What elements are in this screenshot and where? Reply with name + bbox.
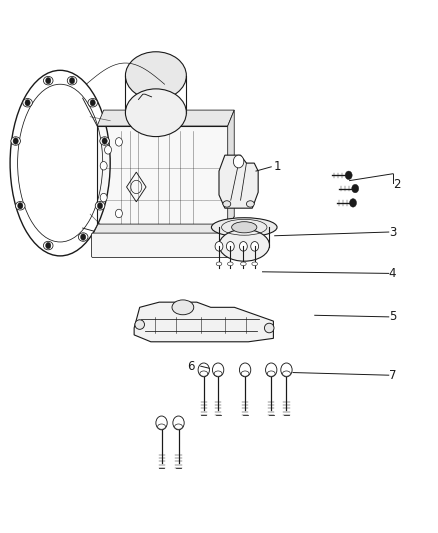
Ellipse shape xyxy=(11,137,21,146)
Polygon shape xyxy=(97,216,234,232)
Circle shape xyxy=(13,138,18,144)
Ellipse shape xyxy=(135,320,145,329)
Text: 6: 6 xyxy=(187,360,195,373)
Circle shape xyxy=(90,100,95,106)
Ellipse shape xyxy=(265,323,274,333)
Circle shape xyxy=(116,138,122,146)
Ellipse shape xyxy=(125,89,186,136)
Polygon shape xyxy=(97,126,228,232)
Ellipse shape xyxy=(216,262,222,266)
Text: 7: 7 xyxy=(389,369,396,382)
Ellipse shape xyxy=(172,300,194,315)
Circle shape xyxy=(116,209,122,217)
Ellipse shape xyxy=(240,262,246,266)
Ellipse shape xyxy=(67,76,77,85)
Text: 4: 4 xyxy=(389,267,396,280)
Ellipse shape xyxy=(15,201,25,210)
Text: 5: 5 xyxy=(389,310,396,324)
FancyBboxPatch shape xyxy=(92,233,229,257)
Ellipse shape xyxy=(267,371,275,376)
Circle shape xyxy=(105,146,112,154)
Ellipse shape xyxy=(125,52,186,100)
Polygon shape xyxy=(228,110,234,232)
Ellipse shape xyxy=(227,262,233,266)
Ellipse shape xyxy=(232,222,257,233)
Circle shape xyxy=(25,100,30,106)
Circle shape xyxy=(198,363,209,377)
Circle shape xyxy=(156,416,167,430)
Circle shape xyxy=(281,363,292,377)
Circle shape xyxy=(345,171,352,180)
Text: 2: 2 xyxy=(393,178,401,191)
Polygon shape xyxy=(93,224,233,235)
Text: 1: 1 xyxy=(273,160,281,173)
Polygon shape xyxy=(219,155,258,208)
Text: 3: 3 xyxy=(389,225,396,239)
Circle shape xyxy=(81,234,86,240)
Ellipse shape xyxy=(214,371,222,376)
Ellipse shape xyxy=(219,229,269,261)
Ellipse shape xyxy=(200,371,208,376)
Ellipse shape xyxy=(223,201,231,207)
Ellipse shape xyxy=(212,217,277,237)
Ellipse shape xyxy=(175,424,183,429)
Ellipse shape xyxy=(78,233,88,241)
Circle shape xyxy=(265,363,277,377)
Ellipse shape xyxy=(23,99,32,107)
Circle shape xyxy=(226,241,234,251)
Polygon shape xyxy=(97,110,234,126)
Circle shape xyxy=(212,363,224,377)
Circle shape xyxy=(18,203,23,209)
Ellipse shape xyxy=(88,99,98,107)
Ellipse shape xyxy=(43,76,53,85)
Circle shape xyxy=(173,416,184,430)
Ellipse shape xyxy=(43,241,53,250)
Circle shape xyxy=(102,138,107,144)
Circle shape xyxy=(100,193,107,202)
Ellipse shape xyxy=(241,371,249,376)
Circle shape xyxy=(215,241,223,251)
Circle shape xyxy=(233,155,244,168)
Circle shape xyxy=(240,363,251,377)
Circle shape xyxy=(352,184,359,193)
Ellipse shape xyxy=(252,262,258,266)
Ellipse shape xyxy=(247,201,254,207)
Circle shape xyxy=(251,241,258,251)
Circle shape xyxy=(350,199,357,207)
Ellipse shape xyxy=(100,137,110,146)
Circle shape xyxy=(70,77,74,84)
Polygon shape xyxy=(134,302,273,342)
Circle shape xyxy=(100,161,107,170)
Circle shape xyxy=(240,241,247,251)
Ellipse shape xyxy=(158,424,166,429)
Circle shape xyxy=(46,243,51,249)
Ellipse shape xyxy=(95,201,105,210)
Ellipse shape xyxy=(283,371,290,376)
Circle shape xyxy=(46,77,51,84)
Circle shape xyxy=(97,203,102,209)
